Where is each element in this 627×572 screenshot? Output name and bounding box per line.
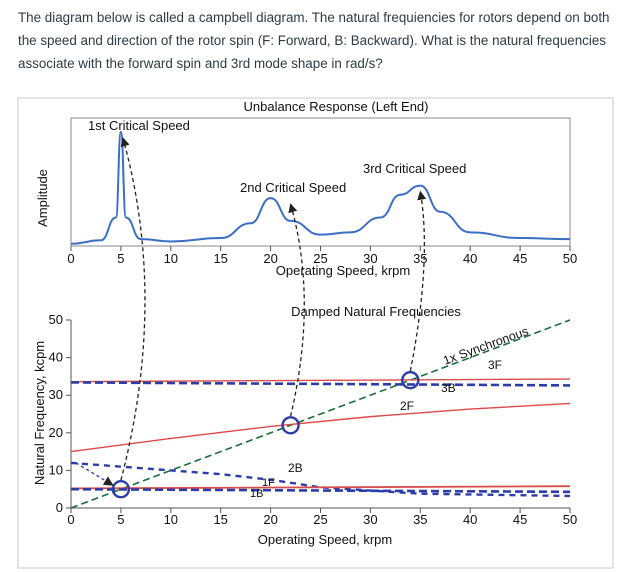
top-x-tick-label: 45 — [513, 251, 527, 266]
bottom-x-tick-label: 25 — [313, 512, 327, 527]
mode-3f-line — [70, 378, 571, 383]
bottom-y-tick-label: 50 — [49, 312, 63, 327]
mode-2b-line — [70, 461, 571, 498]
label-1b: 1B — [250, 488, 263, 500]
bottom-x-axis-label: Operating Speed, krpm — [258, 532, 392, 547]
bottom-y-tick-label: 0 — [56, 500, 63, 515]
critical-speed-markers — [111, 370, 420, 499]
bottom-x-tick-label: 30 — [363, 512, 377, 527]
bottom-axis-ticks: 0 5 10 15 20 25 30 35 40 45 50 0 10 20 30 40 50 — [49, 312, 578, 527]
bottom-y-tick-label: 10 — [49, 462, 63, 477]
mode-2f-line — [70, 402, 571, 453]
connector-arrow — [120, 137, 146, 481]
connector-arrow — [409, 190, 427, 372]
label-2f: 2F — [400, 399, 414, 413]
bottom-chart-title: Damped Natural Frequencies — [291, 304, 461, 319]
mode-1f-line — [70, 485, 571, 490]
label-1f: 1F — [262, 477, 275, 489]
label-2b: 2B — [288, 461, 303, 475]
connector-arrow — [288, 203, 305, 417]
top-chart-title: Unbalance Response (Left End) — [243, 99, 428, 114]
bottom-y-tick-label: 40 — [49, 350, 63, 365]
mode-1b-line — [70, 487, 571, 494]
bottom-x-tick-label: 0 — [67, 512, 74, 527]
connector-arrow — [75, 462, 114, 486]
top-x-tick-label: 15 — [213, 251, 227, 266]
top-x-tick-label: 40 — [463, 251, 477, 266]
top-x-tick-label: 50 — [563, 251, 577, 266]
label-1st-critical-speed: 1st Critical Speed — [88, 118, 190, 133]
critical-speed-circle — [281, 416, 300, 435]
connector-arrows — [75, 137, 427, 486]
bottom-x-tick-label: 45 — [513, 512, 527, 527]
top-x-tick-label: 20 — [263, 251, 277, 266]
bottom-x-tick-label: 35 — [413, 512, 427, 527]
bottom-x-tick-label: 5 — [117, 512, 124, 527]
bottom-x-tick-label: 50 — [563, 512, 577, 527]
top-x-axis-label: Operating Speed, krpm — [276, 263, 410, 278]
mode-lines — [70, 319, 571, 509]
label-3b: 3B — [441, 381, 456, 395]
top-x-tick-label: 5 — [117, 251, 124, 266]
top-x-tick-label: 10 — [164, 251, 178, 266]
top-x-tick-label: 0 — [67, 251, 74, 266]
bottom-x-tick-label: 20 — [263, 512, 277, 527]
bottom-x-tick-label: 15 — [213, 512, 227, 527]
amplitude-curve — [70, 130, 571, 245]
top-x-tick-label: 25 — [313, 251, 327, 266]
label-3rd-critical-speed: 3rd Critical Speed — [363, 161, 466, 176]
top-y-axis-label: Amplitude — [35, 169, 50, 227]
critical-speed-circle — [401, 370, 420, 390]
top-x-tick-label: 30 — [363, 251, 377, 266]
bottom-y-axis-label: Natural Frequency, kcpm — [32, 341, 47, 485]
top-x-ticks: 0 5 10 15 20 25 30 35 40 45 50 — [67, 246, 577, 266]
bottom-x-tick-label: 40 — [463, 512, 477, 527]
label-3f: 3F — [488, 358, 502, 372]
mode-3b-line — [70, 381, 571, 387]
critical-speed-circle — [111, 480, 131, 499]
bottom-y-tick-label: 20 — [49, 425, 63, 440]
synchronous-line — [70, 319, 571, 509]
question-text: The diagram below is called a campbell d… — [18, 10, 610, 71]
bottom-x-tick-label: 10 — [164, 512, 178, 527]
label-2nd-critical-speed: 2nd Critical Speed — [240, 180, 346, 195]
bottom-y-tick-label: 30 — [49, 387, 63, 402]
top-x-tick-label: 35 — [413, 251, 427, 266]
